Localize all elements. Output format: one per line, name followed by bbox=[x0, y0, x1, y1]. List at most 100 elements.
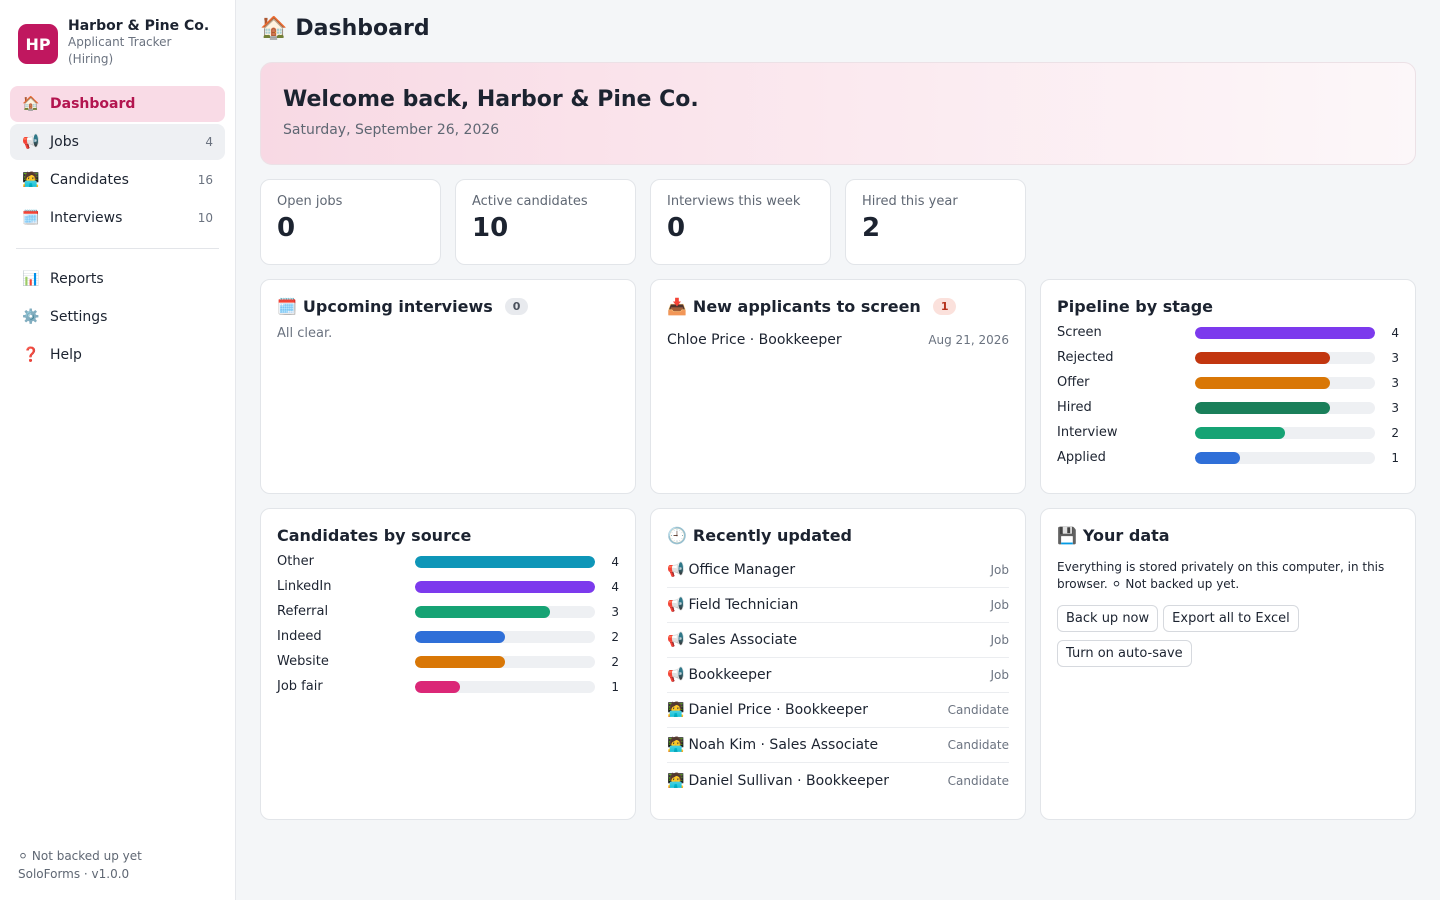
list-item[interactable]: 📢 Office Manager Job bbox=[667, 553, 1009, 588]
person-icon: 🧑‍💻 bbox=[667, 702, 685, 718]
list-item[interactable]: 📢 Sales Associate Job bbox=[667, 623, 1009, 658]
source-track bbox=[414, 605, 596, 618]
stat-interviews-week[interactable]: Interviews this week 0 bbox=[650, 179, 831, 265]
card-title-text: Your data bbox=[1082, 525, 1170, 545]
recent-item-type: Job bbox=[990, 633, 1010, 647]
question-icon: ❓ bbox=[22, 347, 40, 363]
pipeline-label: Rejected bbox=[1057, 350, 1114, 365]
recent-item-title: 📢 Bookkeeper bbox=[667, 667, 771, 683]
pipeline-value: 1 bbox=[1391, 450, 1400, 465]
pipeline-label: Screen bbox=[1057, 325, 1102, 340]
sidebar-item-help[interactable]: ❓ Help bbox=[10, 337, 225, 373]
source-bar bbox=[414, 580, 596, 593]
source-label: Other bbox=[277, 554, 314, 569]
card-title-text: Recently updated bbox=[692, 525, 852, 545]
pipeline-track bbox=[1194, 376, 1376, 389]
person-icon: 🧑‍💻 bbox=[667, 772, 685, 789]
source-value: 4 bbox=[611, 554, 620, 569]
sidebar-item-candidates[interactable]: 🧑‍💻 Candidates 16 bbox=[10, 162, 225, 198]
list-item[interactable]: Chloe Price · Bookkeeper Aug 21, 2026 bbox=[667, 326, 1009, 354]
sidebar-nav: 🏠 Dashboard 📢 Jobs 4 🧑‍💻 Candidates 16 🗓… bbox=[10, 86, 225, 375]
calendar-icon: 🗓️ bbox=[277, 296, 297, 316]
sidebar-item-settings[interactable]: ⚙️ Settings bbox=[10, 299, 225, 335]
backup-now-button[interactable]: Back up now bbox=[1057, 605, 1159, 632]
count-badge: 0 bbox=[504, 297, 529, 315]
card-title: Pipeline by stage bbox=[1057, 296, 1399, 316]
your-data-card: 💾 Your data Everything is stored private… bbox=[1040, 508, 1416, 820]
recent-item-label: Noah Kim · Sales Associate bbox=[688, 737, 879, 753]
sources-card: Candidates by source Other 4 LinkedIn 4 Refe… bbox=[260, 508, 636, 820]
card-title: 💾 Your data bbox=[1057, 525, 1399, 545]
recent-item-type: Candidate bbox=[947, 773, 1009, 788]
pipeline-track bbox=[1194, 326, 1376, 339]
floppy-disk-icon: 💾 bbox=[1057, 525, 1077, 545]
megaphone-icon: 📢 bbox=[667, 597, 685, 613]
page-title: 🏠 Dashboard bbox=[260, 16, 430, 41]
recent-item-title: 📢 Field Technician bbox=[667, 597, 798, 613]
auto-save-button[interactable]: Turn on auto-save bbox=[1057, 640, 1192, 667]
recent-list: 📢 Office Manager Job 📢 Field Technician Job 📢 S… bbox=[667, 553, 1009, 798]
clock-icon: 🕘 bbox=[667, 525, 687, 545]
card-title-text: Upcoming interviews bbox=[302, 296, 493, 316]
brand-logo: HP bbox=[18, 24, 58, 64]
upcoming-interviews-card: 🗓️ Upcoming interviews 0 All clear. bbox=[260, 279, 636, 494]
list-item[interactable]: 📢 Field Technician Job bbox=[667, 588, 1009, 623]
pipeline-label: Interview bbox=[1057, 425, 1118, 440]
recent-item-label: Daniel Sullivan · Bookkeeper bbox=[688, 772, 889, 789]
sidebar-item-jobs[interactable]: 📢 Jobs 4 bbox=[10, 124, 225, 160]
nav-divider bbox=[16, 248, 219, 249]
source-bar bbox=[414, 655, 505, 668]
source-bar bbox=[414, 630, 505, 643]
stat-label: Active candidates bbox=[472, 194, 588, 209]
list-item[interactable]: 📢 Bookkeeper Job bbox=[667, 658, 1009, 693]
sidebar-item-dashboard[interactable]: 🏠 Dashboard bbox=[10, 86, 225, 122]
pipeline-bar bbox=[1194, 451, 1240, 464]
export-excel-button[interactable]: Export all to Excel bbox=[1163, 605, 1299, 632]
recent-item-title: 🧑‍💻 Noah Kim · Sales Associate bbox=[667, 737, 878, 753]
megaphone-icon: 📢 bbox=[22, 134, 40, 150]
list-item[interactable]: 🧑‍💻 Daniel Price · Bookkeeper Candidate bbox=[667, 693, 1009, 728]
your-data-text: Everything is stored privately on this c… bbox=[1057, 560, 1385, 591]
recent-item-type: Job bbox=[990, 598, 1010, 612]
stat-label: Interviews this week bbox=[667, 194, 801, 209]
pipeline-bar bbox=[1194, 351, 1331, 364]
source-label: Referral bbox=[277, 604, 329, 619]
applicant-date: Aug 21, 2026 bbox=[928, 333, 1009, 347]
stat-hired-year[interactable]: Hired this year 2 bbox=[845, 179, 1026, 265]
list-item[interactable]: 🧑‍💻 Noah Kim · Sales Associate Candidate bbox=[667, 728, 1009, 763]
sidebar-item-interviews[interactable]: 🗓️ Interviews 10 bbox=[10, 200, 225, 236]
source-bar bbox=[414, 605, 551, 618]
source-label: Indeed bbox=[277, 629, 322, 644]
recent-item-label: Bookkeeper bbox=[688, 667, 772, 683]
source-track bbox=[414, 555, 596, 568]
source-value: 2 bbox=[611, 629, 620, 644]
source-track bbox=[414, 630, 596, 643]
sidebar-item-reports[interactable]: 📊 Reports bbox=[10, 261, 225, 297]
sidebar-item-label: Reports bbox=[50, 271, 104, 287]
pipeline-row: Screen 4 bbox=[1057, 320, 1399, 345]
pipeline-bar bbox=[1194, 426, 1285, 439]
stat-open-jobs[interactable]: Open jobs 0 bbox=[260, 179, 441, 265]
recent-item-label: Daniel Price · Bookkeeper bbox=[688, 702, 868, 718]
pipeline-value: 3 bbox=[1391, 400, 1400, 415]
stat-value: 2 bbox=[862, 213, 881, 243]
source-track bbox=[414, 680, 596, 693]
pipeline-bar bbox=[1194, 401, 1331, 414]
pipeline-label: Hired bbox=[1057, 400, 1092, 415]
recent-item-title: 🧑‍💻 Daniel Sullivan · Bookkeeper bbox=[667, 773, 889, 789]
pipeline-bar bbox=[1194, 326, 1376, 339]
recent-item-title: 📢 Sales Associate bbox=[667, 632, 797, 648]
pipeline-label: Offer bbox=[1057, 375, 1090, 390]
calendar-icon: 🗓️ bbox=[22, 210, 40, 226]
source-row: Indeed 2 bbox=[277, 624, 619, 649]
welcome-heading: Welcome back, Harbor & Pine Co. bbox=[283, 87, 699, 112]
card-title-text: Pipeline by stage bbox=[1057, 296, 1214, 316]
brand-subtitle: Applicant Tracker (Hiring) bbox=[68, 35, 172, 66]
list-item[interactable]: 🧑‍💻 Daniel Sullivan · Bookkeeper Candidate bbox=[667, 763, 1009, 798]
pipeline-track bbox=[1194, 451, 1376, 464]
recent-item-label: Office Manager bbox=[688, 562, 796, 578]
card-title: Candidates by source bbox=[277, 525, 619, 545]
recent-item-type: Candidate bbox=[947, 703, 1009, 717]
stat-active-candidates[interactable]: Active candidates 10 bbox=[455, 179, 636, 265]
card-title-text: Candidates by source bbox=[277, 525, 472, 545]
